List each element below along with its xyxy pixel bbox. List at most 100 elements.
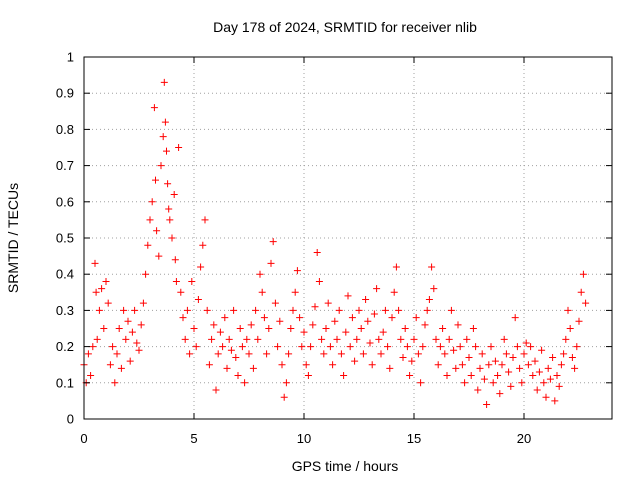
data-point	[157, 162, 165, 170]
data-point	[87, 372, 95, 380]
data-point	[219, 343, 227, 351]
data-point	[95, 306, 103, 314]
data-point	[263, 350, 271, 358]
data-point	[265, 325, 273, 332]
data-point	[544, 364, 552, 372]
data-point	[364, 317, 372, 325]
data-point	[557, 361, 565, 369]
data-point	[92, 288, 100, 296]
data-point	[102, 277, 110, 285]
data-point	[171, 256, 179, 264]
data-point	[203, 306, 211, 314]
data-point	[120, 306, 128, 314]
data-point	[249, 364, 257, 372]
data-point	[122, 335, 130, 343]
data-point	[425, 296, 433, 304]
data-point	[401, 325, 409, 332]
data-point	[502, 350, 510, 358]
data-point	[560, 350, 568, 358]
data-point	[133, 339, 141, 347]
data-point	[568, 353, 576, 361]
y-tick-label: 0.5	[56, 231, 74, 246]
data-point	[285, 350, 293, 358]
data-point	[205, 361, 213, 369]
data-point	[304, 372, 312, 380]
data-point	[553, 372, 561, 380]
data-point	[436, 343, 444, 351]
data-point	[513, 343, 521, 351]
data-point	[166, 216, 174, 224]
data-point	[155, 252, 163, 260]
data-point	[230, 306, 238, 314]
data-point	[172, 277, 180, 285]
data-point	[518, 379, 526, 387]
data-point	[582, 299, 590, 307]
data-point	[408, 357, 416, 365]
data-point	[243, 335, 251, 343]
data-point	[390, 288, 398, 296]
data-point	[142, 270, 150, 278]
data-point	[540, 379, 548, 387]
data-point	[212, 386, 220, 394]
data-point	[430, 285, 438, 293]
data-point	[274, 343, 282, 351]
data-point	[346, 343, 354, 351]
data-point	[100, 325, 108, 332]
data-point	[245, 350, 253, 358]
y-tick-label: 0	[67, 412, 74, 427]
data-point	[302, 361, 310, 369]
axis-ticks: 00.10.20.30.40.50.60.70.80.910 5 10 15 20	[56, 50, 612, 446]
data-point	[337, 350, 345, 358]
data-point	[546, 375, 554, 383]
y-axis-title: SRMTID / TECUs	[5, 183, 21, 293]
data-point	[524, 361, 532, 369]
data-point	[412, 314, 420, 322]
data-point	[241, 379, 249, 387]
data-point	[161, 118, 169, 126]
data-point	[489, 379, 497, 387]
data-point	[498, 361, 506, 369]
data-point	[377, 350, 385, 358]
data-point	[397, 335, 405, 343]
data-point	[491, 357, 499, 365]
data-point	[300, 328, 308, 336]
data-point	[126, 357, 134, 365]
data-point	[135, 346, 143, 354]
data-point	[210, 321, 218, 329]
data-point	[296, 314, 304, 322]
data-point	[353, 335, 361, 343]
data-point	[236, 325, 244, 332]
data-point	[395, 306, 403, 314]
data-point	[531, 357, 539, 365]
data-point	[476, 364, 484, 372]
data-point	[366, 339, 374, 347]
y-tick-label: 0.9	[56, 86, 74, 101]
data-point	[538, 346, 546, 354]
data-points	[80, 78, 590, 409]
data-point	[131, 306, 139, 314]
data-point	[344, 292, 352, 300]
y-tick-label: 0.2	[56, 339, 74, 354]
data-point	[386, 364, 394, 372]
y-tick-label: 0.7	[56, 158, 74, 173]
data-point	[168, 234, 176, 242]
y-tick-label: 1	[67, 50, 74, 65]
data-point	[181, 335, 189, 343]
data-point	[201, 216, 209, 224]
data-point	[454, 321, 462, 329]
data-point	[388, 314, 396, 322]
data-point	[564, 306, 572, 314]
data-point	[417, 379, 425, 387]
data-point	[419, 343, 427, 351]
data-point	[278, 361, 286, 369]
data-point	[465, 353, 473, 361]
data-point	[452, 364, 460, 372]
data-point	[384, 343, 392, 351]
data-point	[84, 350, 92, 358]
data-point	[472, 343, 480, 351]
data-point	[111, 379, 119, 387]
data-point	[373, 285, 381, 293]
data-point	[441, 350, 449, 358]
data-point	[329, 361, 337, 369]
